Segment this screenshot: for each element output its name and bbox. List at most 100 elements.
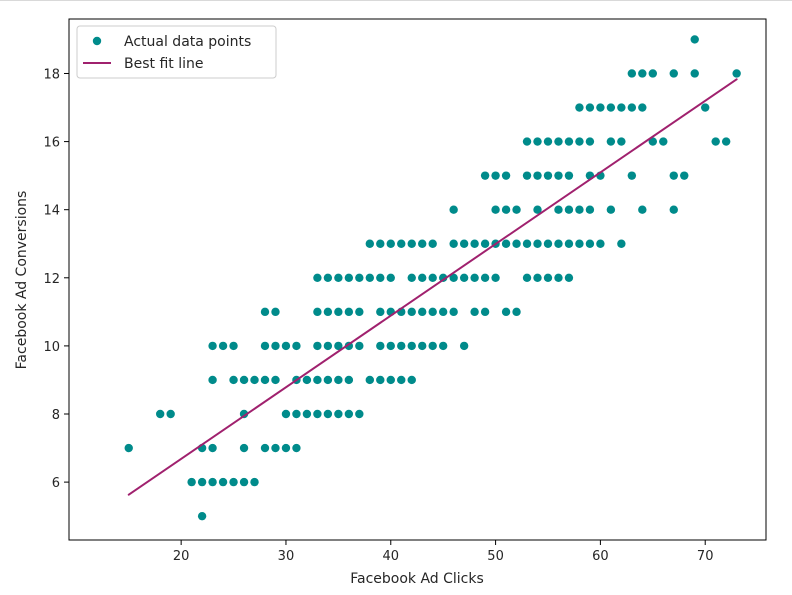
data-point: [260, 341, 270, 351]
data-point: [543, 171, 553, 180]
data-point: [449, 307, 458, 317]
data-point: [522, 239, 532, 248]
data-point: [271, 443, 280, 453]
data-point: [638, 103, 647, 112]
data-point: [459, 341, 469, 351]
data-point: [533, 171, 542, 180]
data-point: [554, 137, 563, 146]
data-point: [155, 409, 165, 419]
data-point: [554, 205, 563, 214]
data-point: [470, 273, 479, 282]
y-tick-label: 16: [43, 136, 60, 151]
data-point: [218, 477, 228, 487]
data-point: [428, 307, 437, 317]
y-tick-label: 10: [43, 340, 60, 355]
data-point: [344, 409, 354, 419]
data-point: [501, 205, 511, 214]
data-point: [617, 103, 626, 112]
data-point: [355, 307, 364, 317]
data-point: [281, 409, 291, 419]
data-point: [575, 205, 584, 214]
data-point: [334, 307, 343, 317]
data-point: [512, 307, 521, 317]
top-border: [0, 0, 792, 1]
data-point: [438, 273, 448, 282]
data-point: [281, 443, 291, 453]
data-point: [522, 273, 532, 282]
data-point: [522, 137, 532, 146]
data-point: [323, 273, 333, 282]
data-point: [313, 375, 322, 385]
data-point: [397, 341, 406, 351]
data-point: [522, 171, 532, 180]
data-point: [344, 273, 354, 282]
data-point: [690, 35, 699, 44]
data-point: [407, 307, 416, 317]
data-point: [239, 443, 249, 453]
data-point: [564, 137, 574, 146]
y-tick-label: 14: [43, 204, 60, 219]
legend-label-actual: Actual data points: [124, 34, 251, 50]
data-point: [659, 137, 668, 146]
data-point: [575, 137, 584, 146]
data-point: [564, 171, 574, 180]
data-point: [428, 341, 437, 351]
data-point: [701, 103, 710, 112]
data-point: [491, 171, 500, 180]
data-point: [680, 171, 689, 180]
data-point: [638, 69, 647, 78]
x-axis-label: Facebook Ad Clicks: [350, 571, 484, 587]
data-point: [313, 307, 322, 317]
data-point: [459, 239, 469, 248]
x-tick-label: 60: [592, 549, 609, 564]
data-point: [197, 511, 207, 521]
data-point: [585, 205, 595, 214]
data-point: [208, 477, 217, 487]
data-point: [554, 171, 563, 180]
data-point: [428, 239, 437, 248]
data-point: [418, 341, 427, 351]
data-point: [250, 375, 259, 385]
legend-label-fit: Best fit line: [124, 56, 203, 72]
x-axis: 20 30 40 50 60 70: [173, 540, 713, 564]
data-point: [606, 103, 616, 112]
data-point: [250, 477, 259, 487]
data-point: [187, 477, 196, 487]
data-point: [260, 443, 270, 453]
y-axis: 6 8 10 12 14 16 18: [43, 67, 69, 491]
data-point: [386, 375, 395, 385]
line-layer: [127, 78, 738, 496]
best-fit-line: [127, 78, 738, 496]
data-point: [376, 341, 385, 351]
data-point: [323, 307, 333, 317]
data-point: [554, 239, 563, 248]
data-point: [407, 375, 416, 385]
data-point: [470, 239, 479, 248]
data-point: [543, 273, 553, 282]
data-point: [313, 341, 322, 351]
data-point: [292, 409, 301, 419]
data-point: [239, 375, 249, 385]
data-point: [438, 307, 448, 317]
data-point: [491, 205, 500, 214]
data-point: [533, 137, 542, 146]
data-point: [627, 171, 637, 180]
legend-marker-icon: [92, 36, 102, 46]
data-point: [669, 69, 678, 78]
data-point: [575, 239, 584, 248]
data-point: [271, 375, 280, 385]
data-point: [355, 273, 364, 282]
data-point: [302, 375, 312, 385]
data-point: [438, 341, 448, 351]
data-point: [407, 239, 416, 248]
data-point: [596, 103, 605, 112]
data-point: [208, 443, 217, 453]
data-point: [313, 409, 322, 419]
data-point: [344, 307, 354, 317]
data-point: [449, 205, 458, 214]
data-point: [638, 205, 647, 214]
data-point: [627, 103, 637, 112]
data-point: [564, 205, 574, 214]
data-point: [512, 205, 521, 214]
